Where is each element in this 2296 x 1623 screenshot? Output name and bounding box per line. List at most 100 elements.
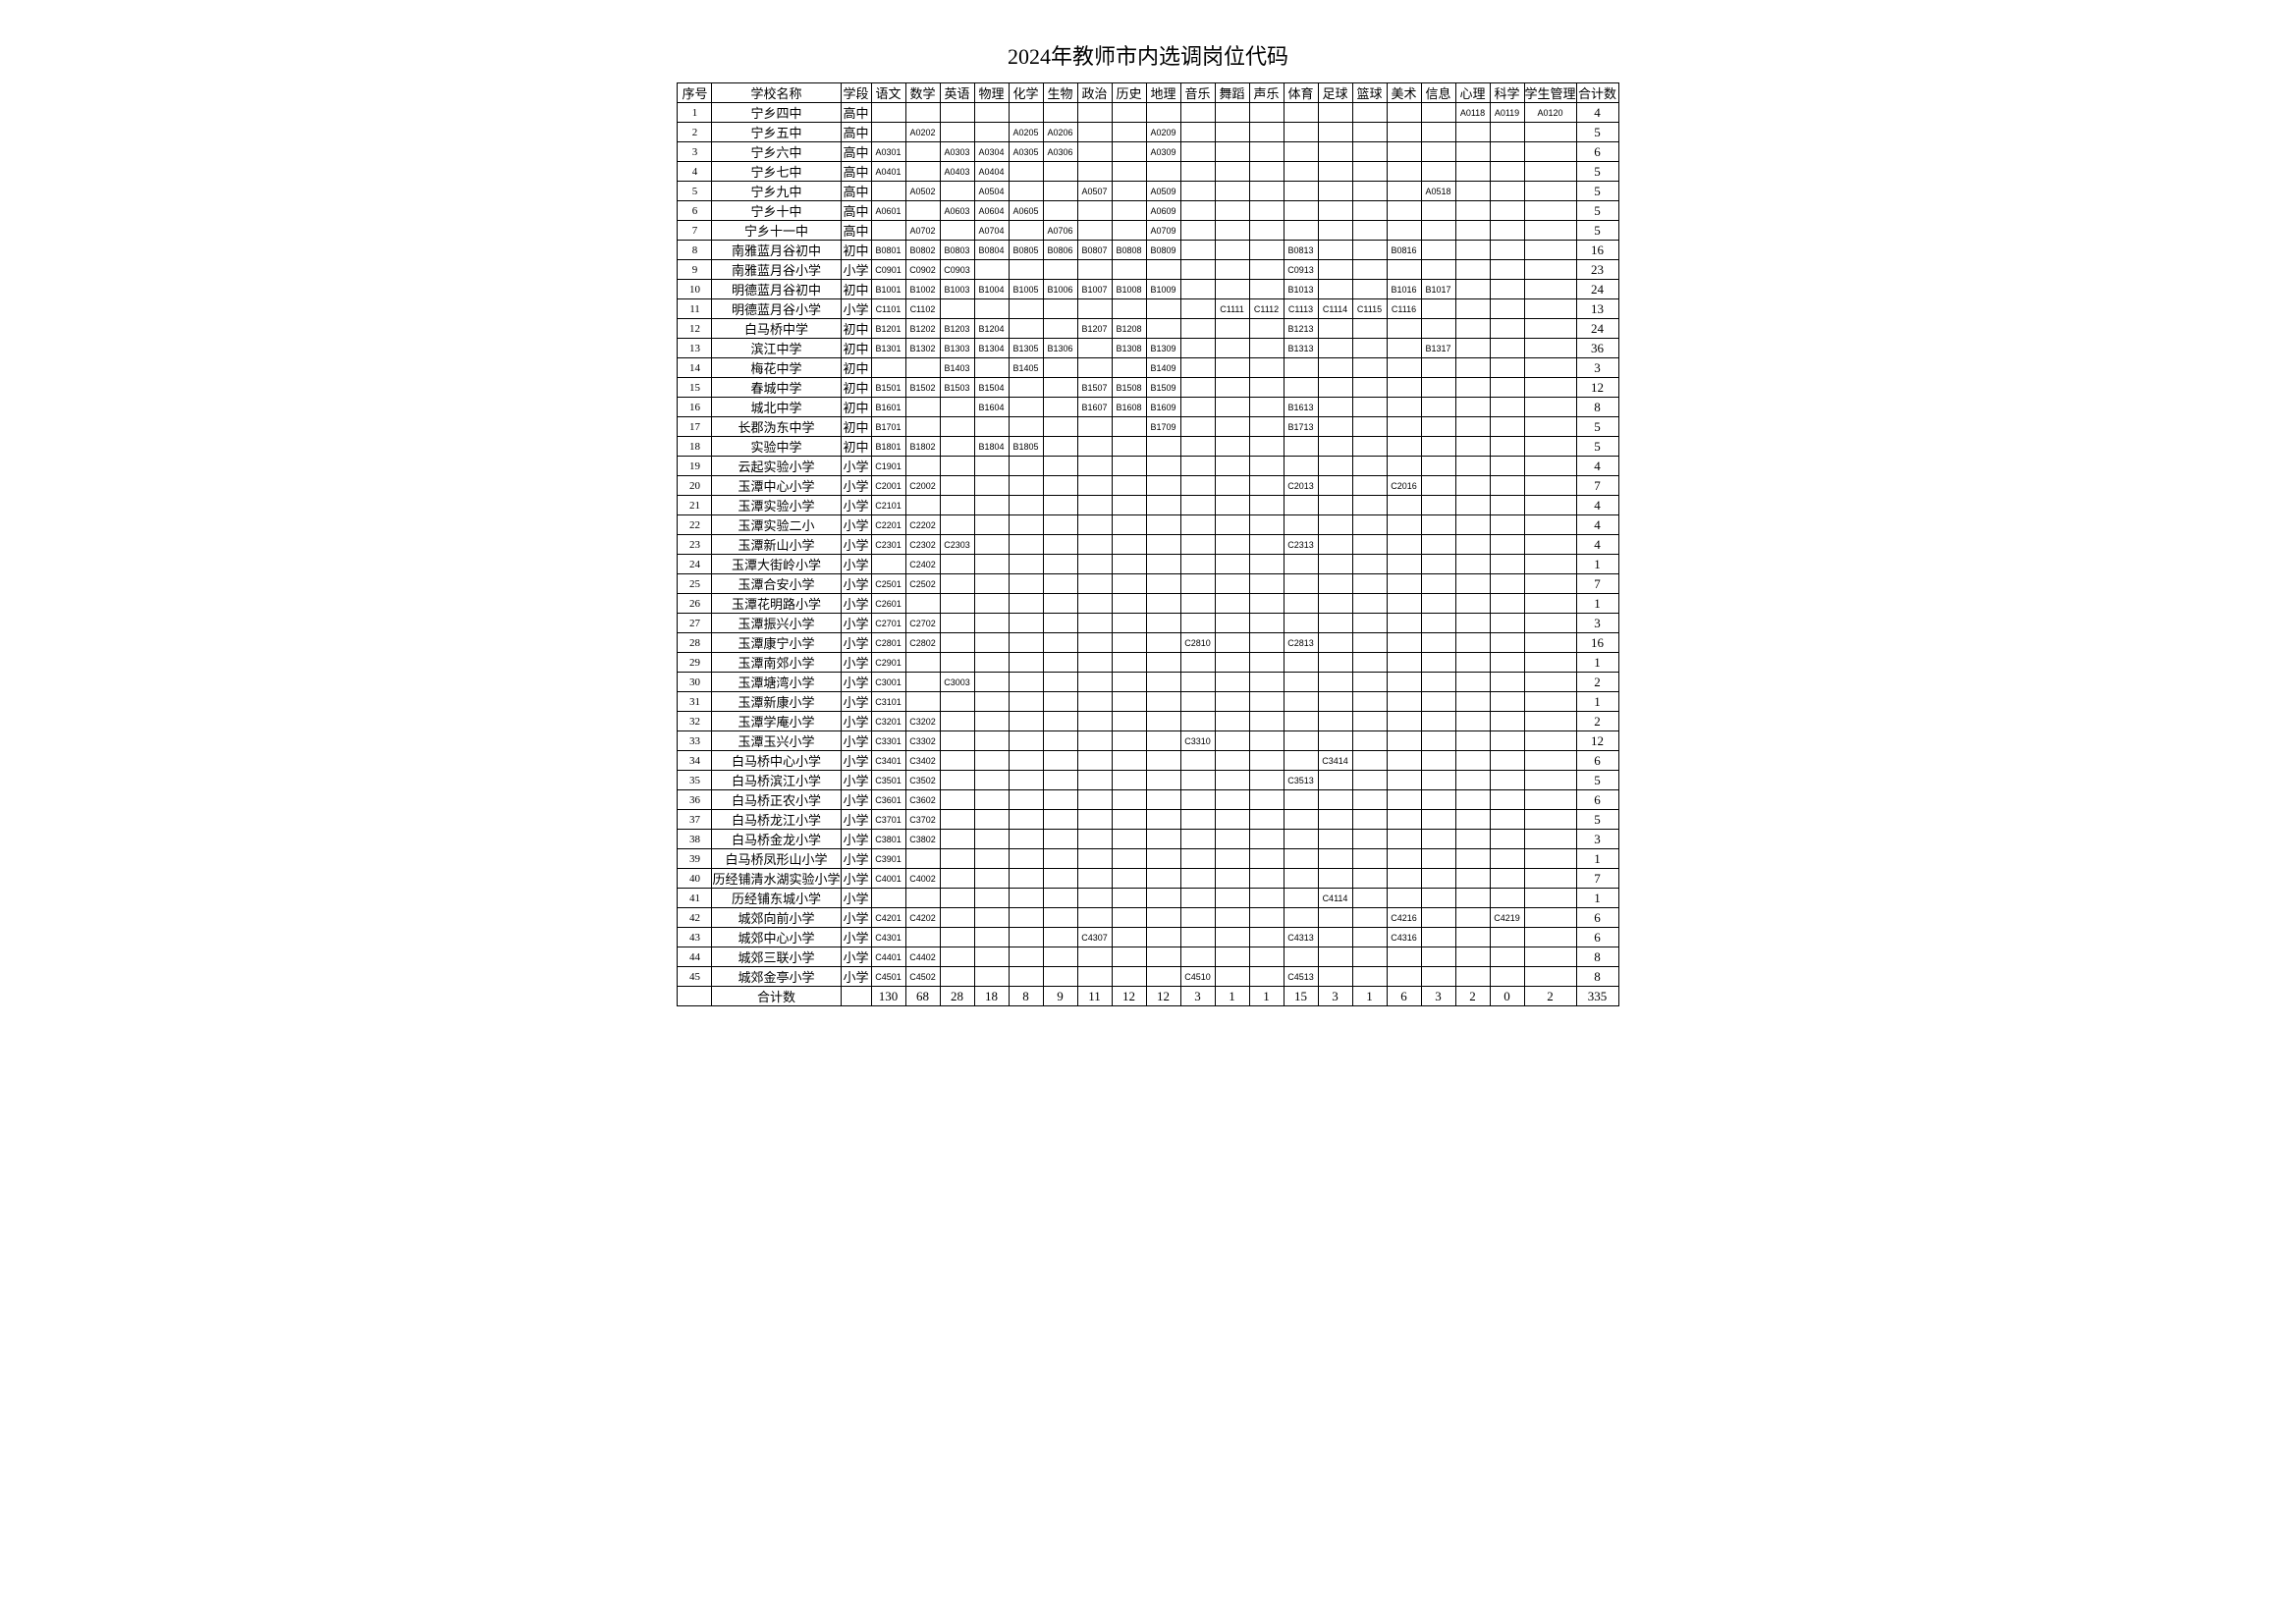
code-cell xyxy=(1352,280,1387,299)
code-cell xyxy=(1490,692,1524,712)
code-cell xyxy=(1180,692,1215,712)
code-cell xyxy=(1387,378,1421,398)
code-cell: C3702 xyxy=(905,810,940,830)
code-cell xyxy=(1284,574,1318,594)
table-header-cell: 信息 xyxy=(1421,83,1455,103)
row-index: 27 xyxy=(678,614,712,633)
row-total: 4 xyxy=(1576,496,1618,515)
code-cell xyxy=(1387,673,1421,692)
code-cell: C4301 xyxy=(871,928,905,947)
school-name: 梅花中学 xyxy=(712,358,841,378)
code-cell xyxy=(974,731,1009,751)
code-cell xyxy=(1284,123,1318,142)
row-index: 9 xyxy=(678,260,712,280)
code-cell xyxy=(1146,673,1180,692)
school-stage: 小学 xyxy=(841,594,871,614)
code-cell: B1504 xyxy=(974,378,1009,398)
code-cell xyxy=(1043,574,1077,594)
code-cell xyxy=(1490,594,1524,614)
code-cell: A0609 xyxy=(1146,201,1180,221)
code-cell xyxy=(1249,535,1284,555)
code-cell xyxy=(1524,378,1576,398)
code-cell xyxy=(1249,378,1284,398)
code-cell xyxy=(1352,928,1387,947)
code-cell xyxy=(1249,142,1284,162)
code-cell xyxy=(1421,241,1455,260)
code-cell xyxy=(1318,496,1352,515)
code-cell: C2702 xyxy=(905,614,940,633)
code-cell xyxy=(1352,339,1387,358)
school-stage: 小学 xyxy=(841,712,871,731)
code-cell xyxy=(1215,771,1249,790)
code-cell xyxy=(1112,712,1146,731)
code-cell: B1713 xyxy=(1284,417,1318,437)
code-cell: C2402 xyxy=(905,555,940,574)
code-cell xyxy=(1077,947,1112,967)
code-cell xyxy=(1249,830,1284,849)
code-cell xyxy=(1009,908,1043,928)
code-cell xyxy=(1009,378,1043,398)
code-cell xyxy=(1009,496,1043,515)
code-cell xyxy=(1249,731,1284,751)
code-cell xyxy=(1009,515,1043,535)
code-cell xyxy=(974,869,1009,889)
code-cell xyxy=(974,908,1009,928)
code-cell xyxy=(1455,692,1490,712)
row-index: 28 xyxy=(678,633,712,653)
code-cell xyxy=(1421,123,1455,142)
code-cell xyxy=(1112,182,1146,201)
row-index: 43 xyxy=(678,928,712,947)
code-cell xyxy=(1524,339,1576,358)
table-header-cell: 体育 xyxy=(1284,83,1318,103)
row-total: 6 xyxy=(1576,142,1618,162)
code-cell xyxy=(905,417,940,437)
code-cell xyxy=(1387,103,1421,123)
code-cell xyxy=(1284,378,1318,398)
code-cell xyxy=(1180,123,1215,142)
code-cell xyxy=(1215,614,1249,633)
code-cell xyxy=(1524,241,1576,260)
code-cell xyxy=(1387,653,1421,673)
code-cell xyxy=(1352,457,1387,476)
code-cell xyxy=(1352,731,1387,751)
code-cell xyxy=(1249,221,1284,241)
code-cell xyxy=(1490,142,1524,162)
code-cell xyxy=(1284,358,1318,378)
row-index: 15 xyxy=(678,378,712,398)
code-cell xyxy=(1215,869,1249,889)
row-total: 7 xyxy=(1576,476,1618,496)
code-cell xyxy=(1009,928,1043,947)
code-cell xyxy=(1387,712,1421,731)
code-cell xyxy=(905,142,940,162)
code-cell xyxy=(940,417,974,437)
code-cell xyxy=(1215,260,1249,280)
code-cell xyxy=(1455,928,1490,947)
code-cell xyxy=(1524,476,1576,496)
code-cell: B1305 xyxy=(1009,339,1043,358)
code-cell xyxy=(974,123,1009,142)
code-cell xyxy=(1455,378,1490,398)
code-cell xyxy=(905,457,940,476)
summary-cell: 3 xyxy=(1180,987,1215,1006)
row-index: 16 xyxy=(678,398,712,417)
code-cell: C3401 xyxy=(871,751,905,771)
code-cell xyxy=(974,299,1009,319)
school-stage: 小学 xyxy=(841,790,871,810)
code-cell xyxy=(1318,221,1352,241)
code-cell xyxy=(1146,908,1180,928)
code-cell xyxy=(1180,771,1215,790)
code-cell xyxy=(940,299,974,319)
code-cell: C3001 xyxy=(871,673,905,692)
summary-cell: 3 xyxy=(1421,987,1455,1006)
code-cell xyxy=(1455,437,1490,457)
code-cell xyxy=(940,849,974,869)
code-cell: B0802 xyxy=(905,241,940,260)
code-cell xyxy=(1180,790,1215,810)
code-cell xyxy=(1284,830,1318,849)
school-stage: 小学 xyxy=(841,771,871,790)
code-cell xyxy=(1043,398,1077,417)
code-cell xyxy=(1249,771,1284,790)
code-cell xyxy=(1318,653,1352,673)
code-cell xyxy=(1421,889,1455,908)
code-cell xyxy=(1352,378,1387,398)
